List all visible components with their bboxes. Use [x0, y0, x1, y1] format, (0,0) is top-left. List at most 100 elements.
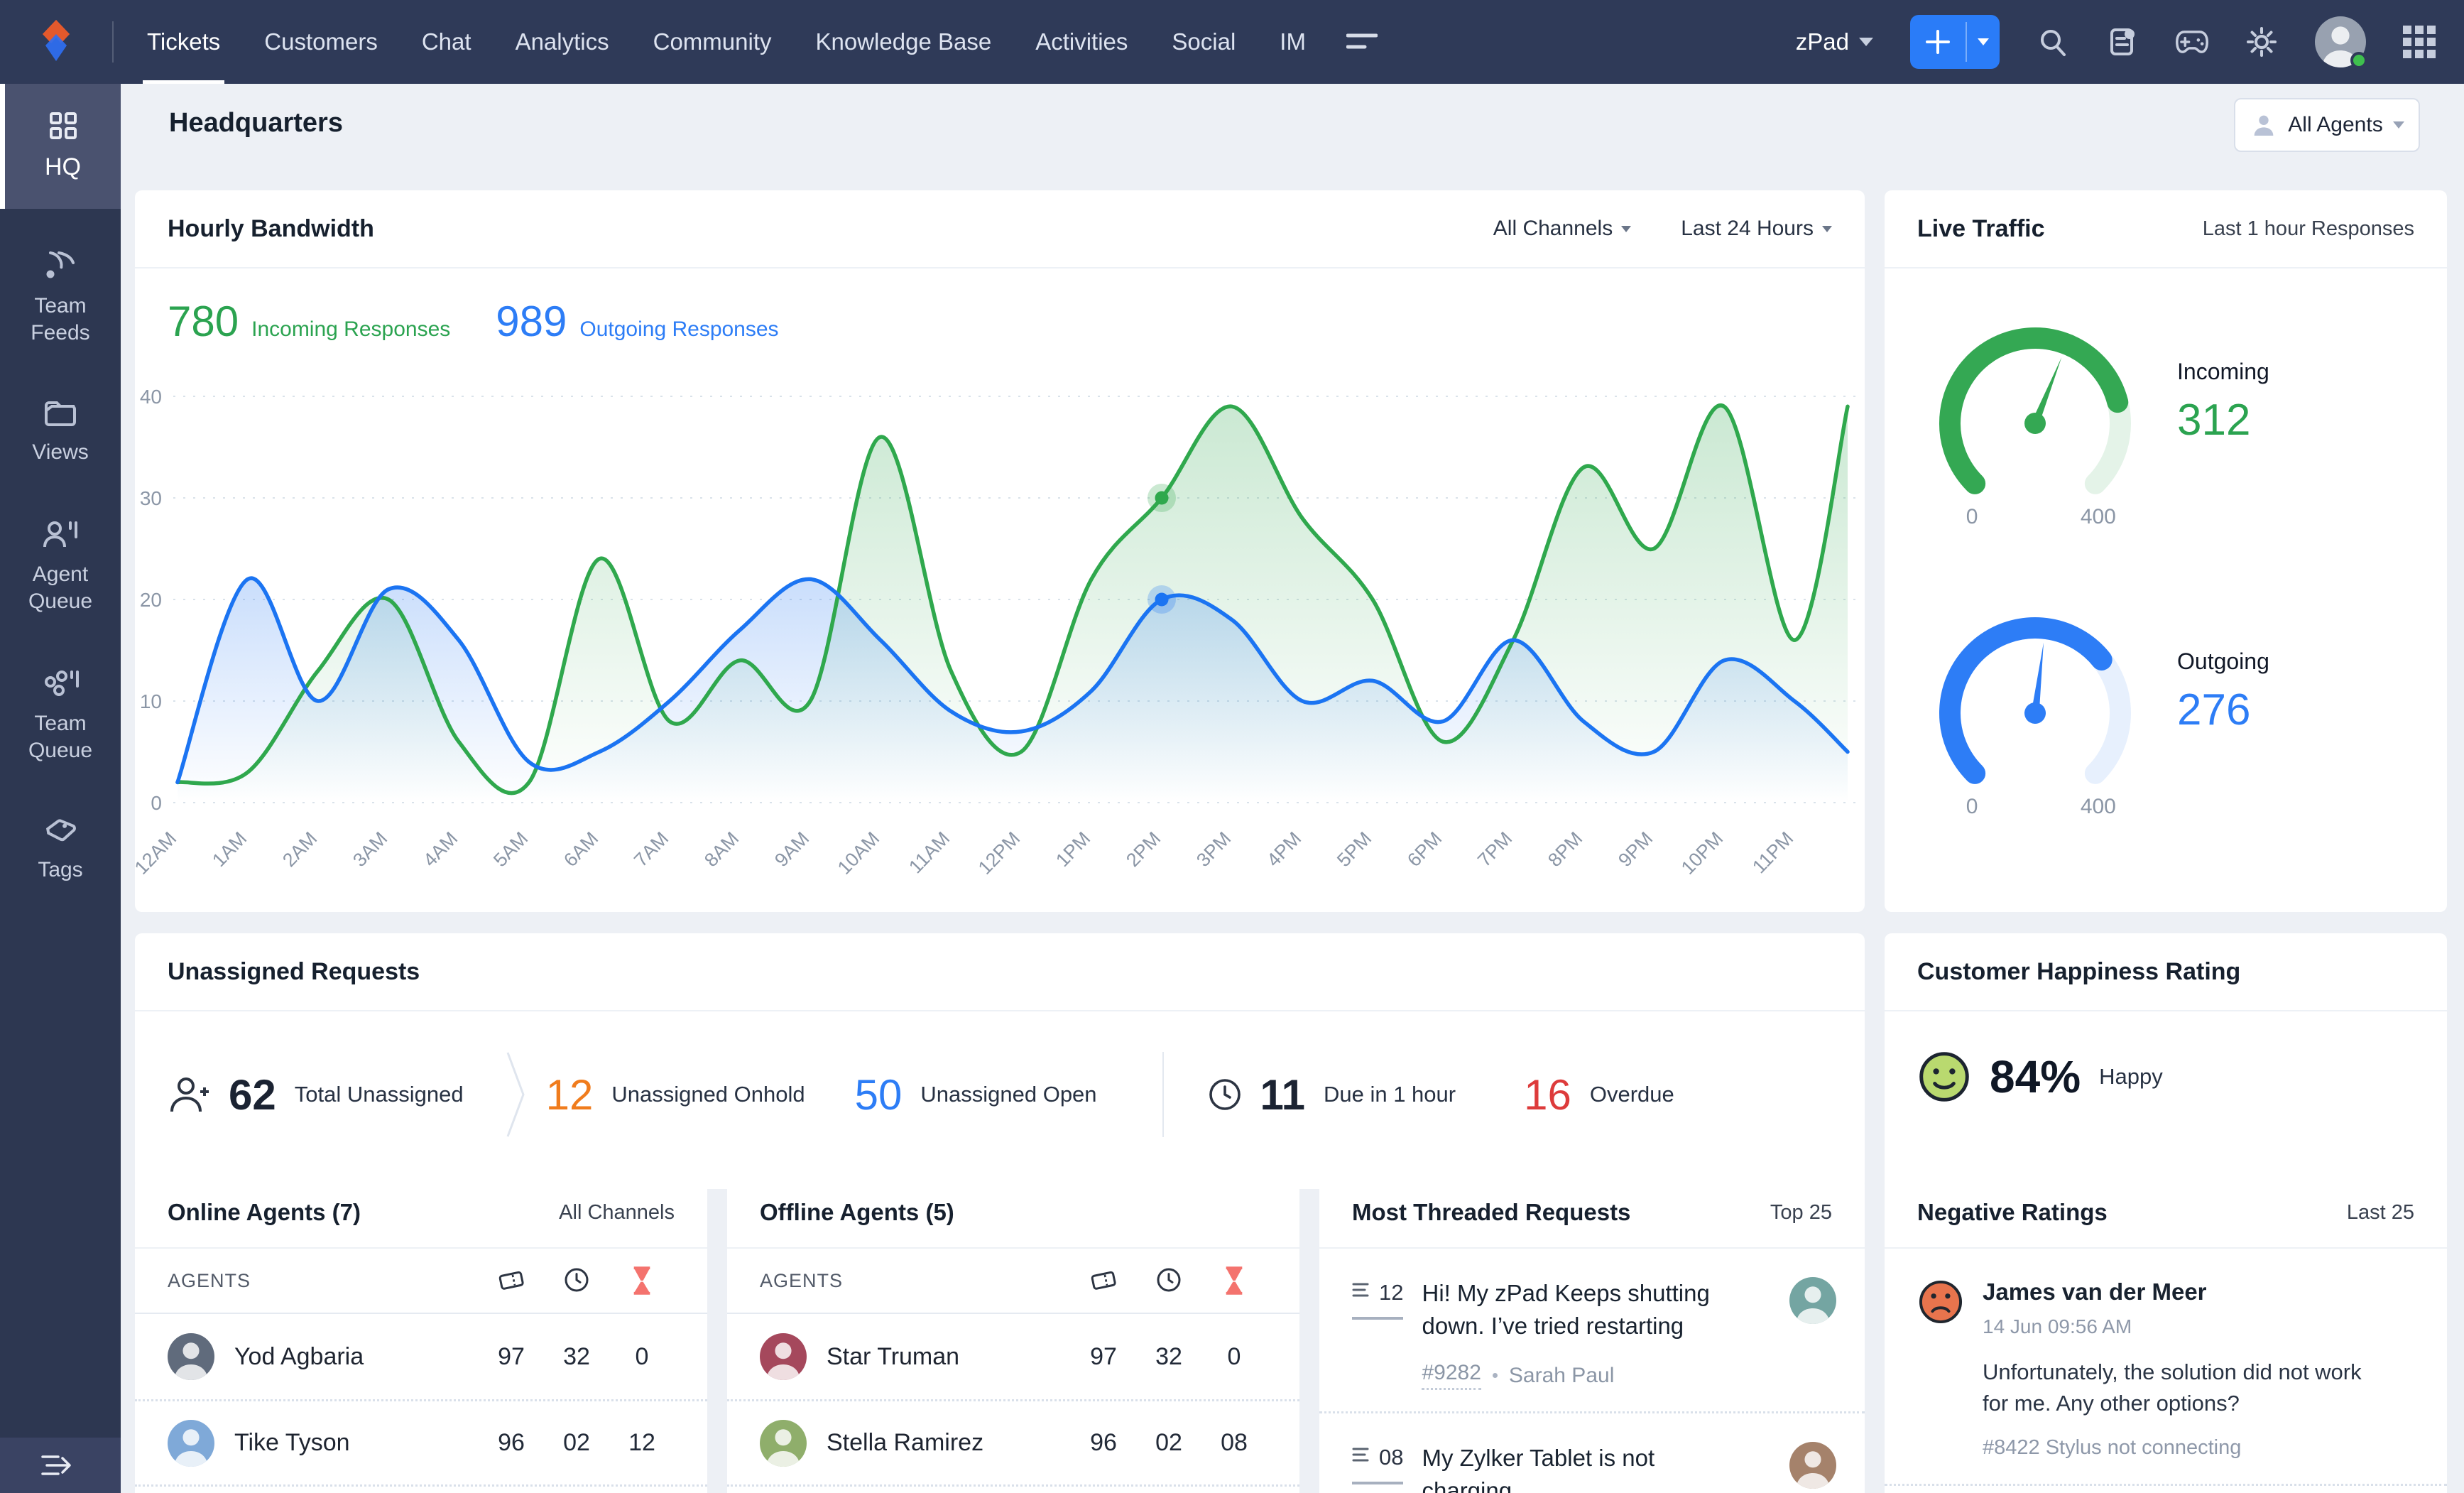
app-logo[interactable] — [0, 18, 112, 65]
agent-row[interactable]: Mayra Walker 72 91 03 — [727, 1484, 1299, 1493]
agent-name: Stella Ramirez — [827, 1429, 984, 1456]
svg-text:400: 400 — [2081, 795, 2116, 817]
page-title: Headquarters — [169, 108, 343, 138]
sidebar-item-team-feeds[interactable]: Team Feeds — [0, 229, 121, 368]
thread-lines-icon — [1352, 1448, 1369, 1462]
user-avatar[interactable] — [2315, 16, 2367, 69]
most-threaded-range: Top 25 — [1770, 1200, 1832, 1224]
left-sidebar: HQ Team Feeds Views Agent Queue — [0, 84, 121, 1493]
sidebar-item-agent-queue[interactable]: Agent Queue — [0, 497, 121, 636]
svg-text:10PM: 10PM — [1677, 827, 1728, 879]
sidebar-item-tags[interactable]: Tags — [0, 796, 121, 905]
threaded-request-item[interactable]: 08 My Zylker Tablet is not charging #238… — [1319, 1411, 1865, 1493]
online-agents-channel-filter[interactable]: All Channels — [559, 1200, 675, 1224]
channel-filter-dropdown[interactable]: All Channels — [1493, 217, 1632, 241]
nav-tab-tickets[interactable]: Tickets — [142, 0, 225, 84]
sidebar-item-team-queue[interactable]: Team Queue — [0, 646, 121, 786]
agent-tickets: 97 — [1090, 1342, 1117, 1370]
incoming-gauge: 0 400 — [1939, 327, 2131, 527]
tickets-column-icon — [1091, 1271, 1116, 1290]
agent-row[interactable]: Star Truman 97 32 0 — [727, 1314, 1299, 1399]
svg-text:4PM: 4PM — [1263, 827, 1305, 871]
most-threaded-requests-card: Most Threaded Requests Top 25 12 Hi! My … — [1319, 1178, 1865, 1493]
nav-tab-customers[interactable]: Customers — [264, 28, 378, 55]
negative-rating-item[interactable]: James van der Meer 14 Jun 09:56 AM Unfor… — [1885, 1249, 2447, 1484]
threaded-request-item[interactable]: 12 Hi! My zPad Keeps shutting down. I’ve… — [1319, 1249, 1865, 1411]
nav-tab-community[interactable]: Community — [653, 28, 772, 55]
request-subject[interactable]: Hi! My zPad Keeps shutting down. I’ve tr… — [1422, 1280, 1710, 1339]
time-range-dropdown[interactable]: Last 24 Hours — [1681, 217, 1832, 241]
nav-tab-knowledge-base[interactable]: Knowledge Base — [815, 28, 992, 55]
agent-row[interactable]: Stella Ramirez 96 02 08 — [727, 1399, 1299, 1484]
offline-agents-card: Offline Agents (5) AGENTS Star Truman 97… — [727, 1178, 1299, 1493]
add-options-caret[interactable] — [1967, 15, 2000, 69]
agent-filter-dropdown[interactable]: All Agents — [2234, 98, 2420, 152]
person-icon — [2250, 111, 2278, 139]
nav-tab-im[interactable]: IM — [1280, 28, 1306, 55]
agent-row[interactable]: Yod Agbaria 97 32 0 — [135, 1314, 707, 1399]
hq-dashboard-icon — [49, 112, 77, 139]
chevron-down-icon — [1859, 38, 1873, 46]
sidebar-item-hq[interactable]: HQ — [0, 84, 121, 209]
svg-text:11AM: 11AM — [905, 827, 954, 877]
svg-text:8AM: 8AM — [700, 827, 743, 871]
agent-time: 02 — [1155, 1429, 1182, 1456]
svg-text:10: 10 — [140, 690, 162, 712]
svg-text:9AM: 9AM — [770, 827, 813, 871]
unassigned-open-value: 50 — [854, 1070, 903, 1119]
svg-text:5PM: 5PM — [1333, 827, 1375, 871]
add-new-split-button[interactable] — [1910, 15, 2000, 69]
unassigned-requests-card: Unassigned Requests 62 Total Unassigned … — [135, 933, 1865, 1189]
negative-ratings-title: Negative Ratings — [1917, 1199, 2108, 1225]
sidebar-item-views[interactable]: Views — [0, 378, 121, 487]
sidebar-collapse-toggle[interactable] — [0, 1438, 121, 1493]
incoming-total: 780 — [168, 298, 239, 345]
customer-happiness-card: Customer Happiness Rating 84% Happy — [1885, 933, 2447, 1189]
notifications-feed-icon[interactable] — [2106, 26, 2139, 58]
svg-text:2PM: 2PM — [1122, 827, 1165, 871]
nav-more-menu-icon[interactable] — [1346, 31, 1378, 53]
nav-tab-activities[interactable]: Activities — [1035, 28, 1128, 55]
svg-text:10AM: 10AM — [834, 827, 884, 879]
nav-tab-social[interactable]: Social — [1172, 28, 1236, 55]
outgoing-gauge-value: 276 — [2177, 685, 2251, 734]
nav-tab-chat[interactable]: Chat — [421, 28, 471, 55]
ticket-number[interactable]: #9282 — [1422, 1361, 1481, 1390]
ticket-reference[interactable]: #8422 Stylus not connecting — [1983, 1436, 2242, 1459]
stats-divider — [1162, 1052, 1164, 1137]
negative-ratings-card: Negative Ratings Last 25 James van der M… — [1885, 1178, 2447, 1493]
svg-text:2AM: 2AM — [278, 827, 321, 871]
bandwidth-area-chart[interactable]: 0 10 20 30 40 12AM 1AM 2AM 3AM 4AM 5AM 6AM 7AM 8AM 9AM… — [135, 367, 1865, 911]
agents-table-header: AGENTS — [727, 1249, 1299, 1314]
svg-text:7AM: 7AM — [630, 827, 672, 871]
svg-text:40: 40 — [140, 386, 162, 408]
svg-text:12AM: 12AM — [135, 827, 180, 879]
requester-name: Sarah Paul — [1508, 1363, 1615, 1387]
agent-filter-value: All Agents — [2288, 113, 2383, 136]
due-1-hour-label: Due in 1 hour — [1323, 1082, 1456, 1107]
search-icon[interactable] — [2037, 26, 2069, 58]
svg-text:20: 20 — [140, 589, 162, 611]
app-launcher-grid-icon[interactable] — [2403, 26, 2436, 58]
incoming-total-label: Incoming Responses — [251, 317, 451, 341]
gamescope-icon[interactable] — [2176, 26, 2208, 58]
customer-name: James van der Meer — [1983, 1278, 2207, 1305]
settings-gear-icon[interactable] — [2245, 26, 2278, 58]
request-subject[interactable]: My Zylker Tablet is not charging — [1422, 1445, 1655, 1493]
agent-row[interactable]: Tike Tyson 96 02 12 — [135, 1399, 707, 1484]
plus-icon[interactable] — [1910, 15, 1966, 69]
agent-name: Tike Tyson — [234, 1429, 350, 1456]
most-threaded-title: Most Threaded Requests — [1352, 1199, 1631, 1225]
negative-ratings-range: Last 25 — [2346, 1200, 2414, 1224]
agent-time: 32 — [1155, 1342, 1182, 1370]
portal-switcher[interactable]: zPad — [1796, 28, 1873, 55]
team-queue-icon — [45, 671, 79, 696]
negative-rating-item[interactable]: Han Alderan — [1885, 1484, 2447, 1493]
nav-tab-analytics[interactable]: Analytics — [515, 28, 609, 55]
incoming-gauge-label: Incoming — [2177, 359, 2269, 384]
agent-row[interactable]: JY Jo Yung 72 91 06 — [135, 1484, 707, 1493]
response-time-column-icon — [565, 1268, 589, 1292]
overdue-hourglass-icon — [633, 1266, 650, 1295]
outgoing-gauge-label: Outgoing — [2177, 648, 2269, 674]
bandwidth-totals: 780 Incoming Responses 989 Outgoing Resp… — [168, 297, 779, 346]
